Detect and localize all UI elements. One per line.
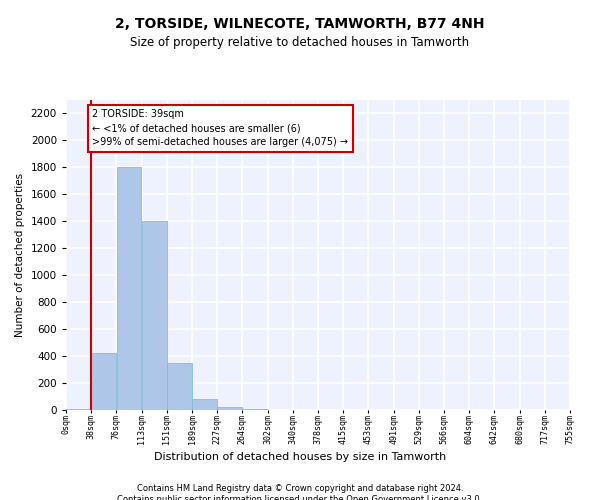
Bar [217, 406, 242, 410]
Bar [167, 363, 192, 410]
Text: Size of property relative to detached houses in Tamworth: Size of property relative to detached ho… [130, 36, 470, 49]
Text: Contains HM Land Registry data © Crown copyright and database right 2024.: Contains HM Land Registry data © Crown c… [137, 484, 463, 493]
Bar [66, 409, 91, 410]
Bar [142, 222, 167, 410]
Bar [192, 399, 217, 410]
Text: Contains public sector information licensed under the Open Government Licence v3: Contains public sector information licen… [118, 495, 482, 500]
Text: 2, TORSIDE, WILNECOTE, TAMWORTH, B77 4NH: 2, TORSIDE, WILNECOTE, TAMWORTH, B77 4NH [115, 18, 485, 32]
Text: Distribution of detached houses by size in Tamworth: Distribution of detached houses by size … [154, 452, 446, 462]
Y-axis label: Number of detached properties: Number of detached properties [15, 173, 25, 337]
Bar [91, 354, 116, 410]
Text: 2 TORSIDE: 39sqm
← <1% of detached houses are smaller (6)
>99% of semi-detached : 2 TORSIDE: 39sqm ← <1% of detached house… [92, 110, 349, 148]
Bar [116, 168, 142, 410]
